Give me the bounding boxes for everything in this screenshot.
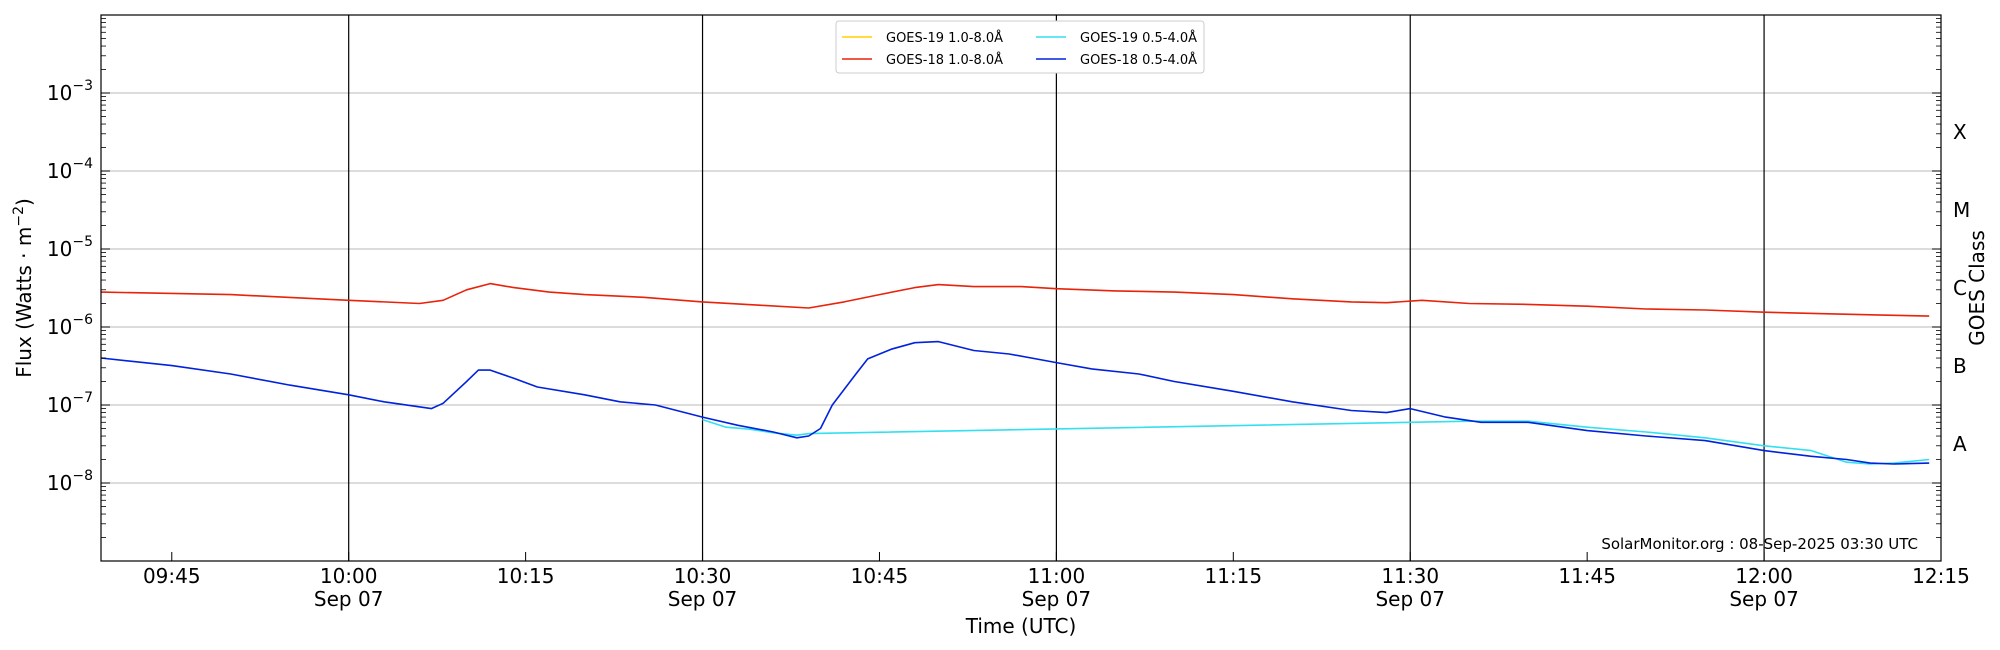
x-tick-label: 12:00 xyxy=(1735,564,1793,588)
y-tick-base: 10 xyxy=(47,81,72,105)
grid-lines xyxy=(101,92,1941,484)
x-tick-label: 11:30 xyxy=(1381,564,1439,588)
y-tick-exponent: −3 xyxy=(72,78,93,94)
x-tick-label: 11:45 xyxy=(1558,564,1616,588)
series-line-2 xyxy=(702,418,1930,465)
legend-label: GOES-19 0.5-4.0Å xyxy=(1080,30,1197,46)
goes-class-label: M xyxy=(1953,198,1970,222)
x-tick-label: 11:15 xyxy=(1204,564,1262,588)
y-tick-label: 10−6 xyxy=(47,312,93,339)
x-tick-label: 12:15 xyxy=(1912,564,1970,588)
legend-label: GOES-19 1.0-8.0Å xyxy=(886,30,1003,46)
y-tick-label: 10−7 xyxy=(47,390,93,417)
goes-class-label: X xyxy=(1953,120,1967,144)
x-tick-label: 10:30 xyxy=(674,564,732,588)
legend-box xyxy=(835,20,1205,74)
y-tick-base: 10 xyxy=(47,471,72,495)
x-tick-label: 10:45 xyxy=(851,564,909,588)
goes-class-axis-title: GOES Class xyxy=(1965,230,1989,346)
legend-label: GOES-18 1.0-8.0Å xyxy=(886,52,1003,68)
series-line-1 xyxy=(100,282,1930,317)
x-tick-date: Sep 07 xyxy=(1375,587,1445,611)
x-tick-date: Sep 07 xyxy=(1729,587,1799,611)
x-tick-label: 09:45 xyxy=(143,564,201,588)
y-tick-exponent: −4 xyxy=(72,156,93,172)
goes-class-label: C xyxy=(1953,276,1967,300)
series-line-3 xyxy=(100,340,1930,465)
y-tick-label: 10−3 xyxy=(47,78,93,105)
x-tick-date: Sep 07 xyxy=(668,587,738,611)
y-tick-base: 10 xyxy=(47,315,72,339)
goes-class-label: A xyxy=(1953,432,1967,456)
credit-text: SolarMonitor.org : 08-Sep-2025 03:30 UTC xyxy=(1601,535,1918,553)
y-tick-label: 10−4 xyxy=(47,156,93,183)
data-series xyxy=(100,282,1930,465)
goes-class-label: B xyxy=(1953,354,1967,378)
legend-label: GOES-18 0.5-4.0Å xyxy=(1080,52,1197,68)
y-axis-title: Flux (Watts · m−2) xyxy=(11,198,36,378)
x-axis-title: Time (UTC) xyxy=(965,614,1077,638)
y-axis-title-exponent: −2 xyxy=(11,206,27,227)
y-axis-title-prefix: Flux (Watts · m xyxy=(12,227,36,378)
x-tick-label: 10:15 xyxy=(497,564,555,588)
y-tick-exponent: −6 xyxy=(72,312,93,328)
y-axis-title-suffix: ) xyxy=(12,198,36,206)
x-tick-date: Sep 07 xyxy=(1022,587,1092,611)
y-tick-base: 10 xyxy=(47,237,72,261)
x-tick-label: 11:00 xyxy=(1028,564,1086,588)
y-axis: 10−810−710−610−510−410−3 xyxy=(47,18,1941,538)
y-tick-label: 10−5 xyxy=(47,234,93,261)
legend: GOES-19 1.0-8.0Å GOES-18 1.0-8.0Å GOES-19 … xyxy=(835,20,1205,74)
x-tick-date: Sep 07 xyxy=(314,587,384,611)
y-tick-exponent: −5 xyxy=(72,234,93,250)
y-tick-base: 10 xyxy=(47,393,72,417)
goes-class-axis: A B C M X xyxy=(1953,120,1970,456)
y-tick-exponent: −8 xyxy=(72,468,93,484)
y-tick-exponent: −7 xyxy=(72,390,93,406)
plot-frame xyxy=(100,14,1942,562)
x-tick-label: 10:00 xyxy=(320,564,378,588)
y-tick-base: 10 xyxy=(47,159,72,183)
y-tick-label: 10−8 xyxy=(47,468,93,495)
